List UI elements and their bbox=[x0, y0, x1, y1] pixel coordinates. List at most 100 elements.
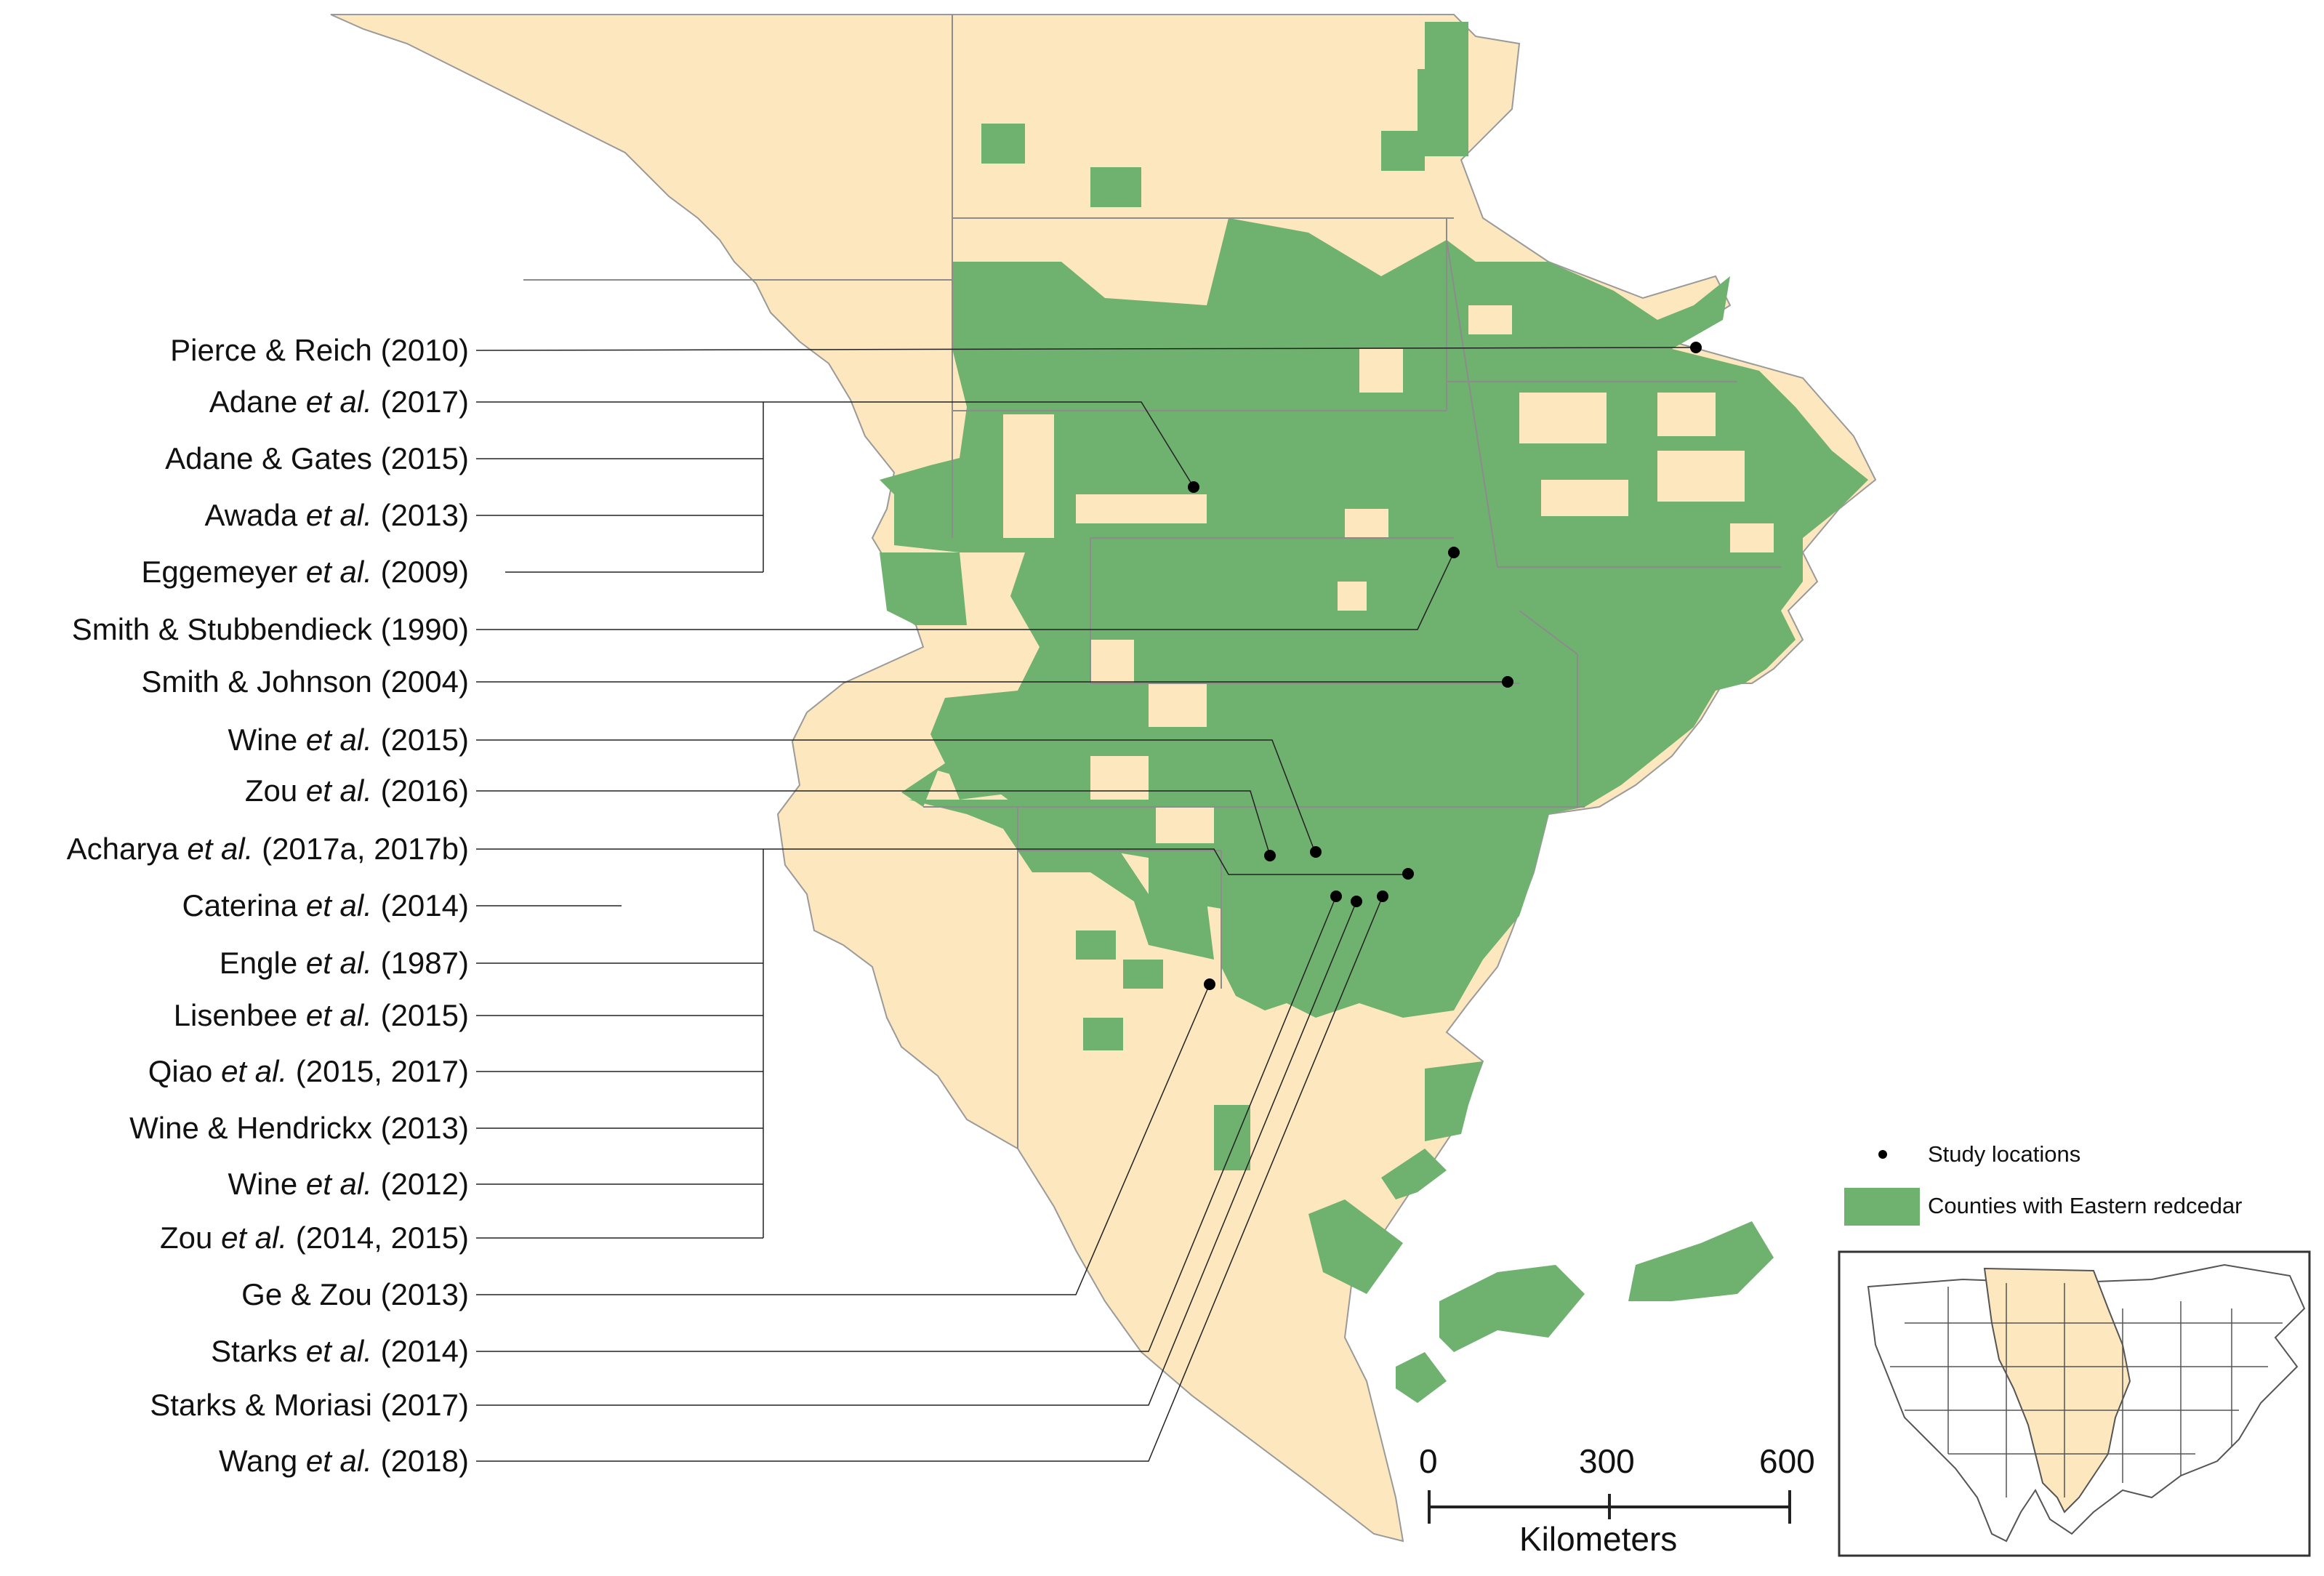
scale-tick-0: 0 bbox=[1419, 1442, 1438, 1480]
study-label-authors: Awada bbox=[204, 498, 306, 532]
study-label-year: (1990) bbox=[371, 612, 469, 646]
study-label-authors: Qiao bbox=[148, 1054, 222, 1088]
study-label-etal: et al. bbox=[305, 1167, 372, 1201]
gap-patch bbox=[1541, 480, 1628, 516]
non-redcedar-counties bbox=[1003, 305, 1774, 843]
redcedar-area-east bbox=[880, 218, 1868, 1018]
legend-point-symbol bbox=[1878, 1150, 1887, 1159]
study-label-etal: et al. bbox=[305, 498, 372, 532]
study-point bbox=[1377, 890, 1388, 902]
study-point bbox=[1502, 676, 1513, 688]
study-label: Adane et al. (2017) bbox=[209, 385, 469, 419]
study-label-etal: et al. bbox=[221, 1221, 288, 1255]
redcedar-patch bbox=[1076, 930, 1116, 960]
study-label: Acharya et al. (2017a, 2017b) bbox=[67, 832, 469, 867]
study-label-year: (2015) bbox=[371, 441, 469, 475]
legend-counties-label: Counties with Eastern redcedar bbox=[1928, 1193, 2243, 1218]
study-label-authors: Starks bbox=[211, 1334, 306, 1368]
study-label: Pierce & Reich (2010) bbox=[170, 333, 469, 368]
study-label-etal: et al. bbox=[305, 888, 372, 922]
study-label-etal: et al. bbox=[305, 773, 372, 808]
study-label: Wine et al. (2015) bbox=[228, 723, 470, 757]
gap-patch bbox=[1519, 393, 1607, 443]
redcedar-patch bbox=[1083, 1018, 1123, 1050]
study-label-year: (2009) bbox=[371, 555, 469, 589]
inset-study-region bbox=[1983, 1267, 2131, 1513]
study-label: Wang et al. (2018) bbox=[219, 1444, 469, 1479]
study-label-authors: Wang bbox=[219, 1444, 306, 1478]
redcedar-patch bbox=[1425, 22, 1468, 87]
study-label-authors: Smith & Stubbendieck bbox=[71, 612, 372, 646]
study-label-authors: Lisenbee bbox=[173, 998, 306, 1032]
inset-map bbox=[1838, 1250, 2311, 1557]
study-point bbox=[1448, 547, 1460, 558]
scale-unit-label: Kilometers bbox=[1519, 1520, 1678, 1558]
study-label-year: (2012) bbox=[371, 1167, 469, 1201]
scale-tick-600: 600 bbox=[1759, 1442, 1815, 1480]
gap-patch bbox=[1090, 756, 1149, 800]
study-label: Zou et al. (2016) bbox=[245, 773, 469, 808]
study-label: Wine & Hendrickx (2013) bbox=[129, 1111, 469, 1146]
study-label-year: (2014) bbox=[371, 1334, 469, 1368]
boundary-line bbox=[1519, 610, 1578, 655]
study-label-etal: et al. bbox=[187, 832, 254, 866]
redcedar-patch bbox=[1439, 1265, 1585, 1352]
leader-lines bbox=[475, 347, 1697, 1462]
study-label-year: (2013) bbox=[371, 1277, 469, 1311]
redcedar-patch bbox=[1090, 167, 1141, 207]
study-label-authors: Adane bbox=[209, 385, 306, 419]
study-point bbox=[1330, 890, 1342, 902]
study-label-authors: Acharya bbox=[66, 832, 188, 866]
redcedar-patch bbox=[1149, 836, 1214, 901]
state-boundaries bbox=[523, 15, 1781, 1149]
study-point bbox=[1351, 896, 1362, 907]
leader-line bbox=[476, 790, 1271, 856]
leader-line bbox=[476, 901, 1357, 1406]
study-label: Zou et al. (2014, 2015) bbox=[160, 1221, 469, 1255]
study-label: Wine et al. (2012) bbox=[228, 1167, 470, 1202]
study-label-year: (2015, 2017) bbox=[287, 1054, 469, 1088]
redcedar-patch bbox=[1123, 960, 1163, 989]
study-label-year: (2013) bbox=[371, 1111, 469, 1145]
gap-patch bbox=[1338, 582, 1367, 611]
study-label: Starks et al. (2014) bbox=[211, 1334, 469, 1369]
gap-patch bbox=[1730, 523, 1774, 552]
study-point bbox=[1690, 342, 1702, 353]
study-label-authors: Adane & Gates bbox=[165, 441, 372, 475]
study-points bbox=[1188, 342, 1702, 990]
study-label-authors: Smith & Johnson bbox=[141, 664, 372, 699]
study-label-year: (1987) bbox=[371, 946, 469, 980]
leader-line bbox=[476, 401, 1194, 488]
gap-patch bbox=[1468, 305, 1512, 334]
redcedar-patch bbox=[1425, 1061, 1483, 1141]
gap-patch bbox=[1156, 807, 1214, 843]
study-label-year: (2014, 2015) bbox=[287, 1221, 469, 1255]
study-label-authors: Starks & Moriasi bbox=[150, 1388, 372, 1422]
study-label-year: (2014) bbox=[371, 888, 469, 922]
redcedar-patch bbox=[909, 800, 1214, 960]
leader-line bbox=[476, 896, 1383, 1462]
redcedar-patch bbox=[1214, 1105, 1250, 1170]
study-label-authors: Zou bbox=[160, 1221, 222, 1255]
legend-county-swatch bbox=[1844, 1188, 1920, 1226]
legend-points-label: Study locations bbox=[1928, 1141, 2081, 1167]
study-label-etal: et al. bbox=[305, 946, 372, 980]
redcedar-patch bbox=[1396, 1352, 1447, 1403]
study-label-etal: et al. bbox=[221, 1054, 288, 1088]
study-label: Qiao et al. (2015, 2017) bbox=[148, 1054, 469, 1089]
study-label-authors: Zou bbox=[244, 773, 306, 808]
study-label-etal: et al. bbox=[305, 555, 372, 589]
study-point bbox=[1188, 481, 1199, 493]
study-label: Adane & Gates (2015) bbox=[165, 441, 469, 476]
study-label: Smith & Stubbendieck (1990) bbox=[72, 612, 469, 647]
study-point bbox=[1402, 868, 1414, 880]
study-label-year: (2010) bbox=[371, 333, 469, 367]
leader-line bbox=[476, 896, 1337, 1352]
study-label-authors: Engle bbox=[219, 946, 306, 980]
study-label-year: (2017a, 2017b) bbox=[253, 832, 469, 866]
redcedar-patch bbox=[880, 552, 967, 625]
study-label-etal: et al. bbox=[305, 385, 372, 419]
scale-bar bbox=[1428, 1490, 1791, 1524]
leader-line bbox=[476, 848, 1408, 875]
